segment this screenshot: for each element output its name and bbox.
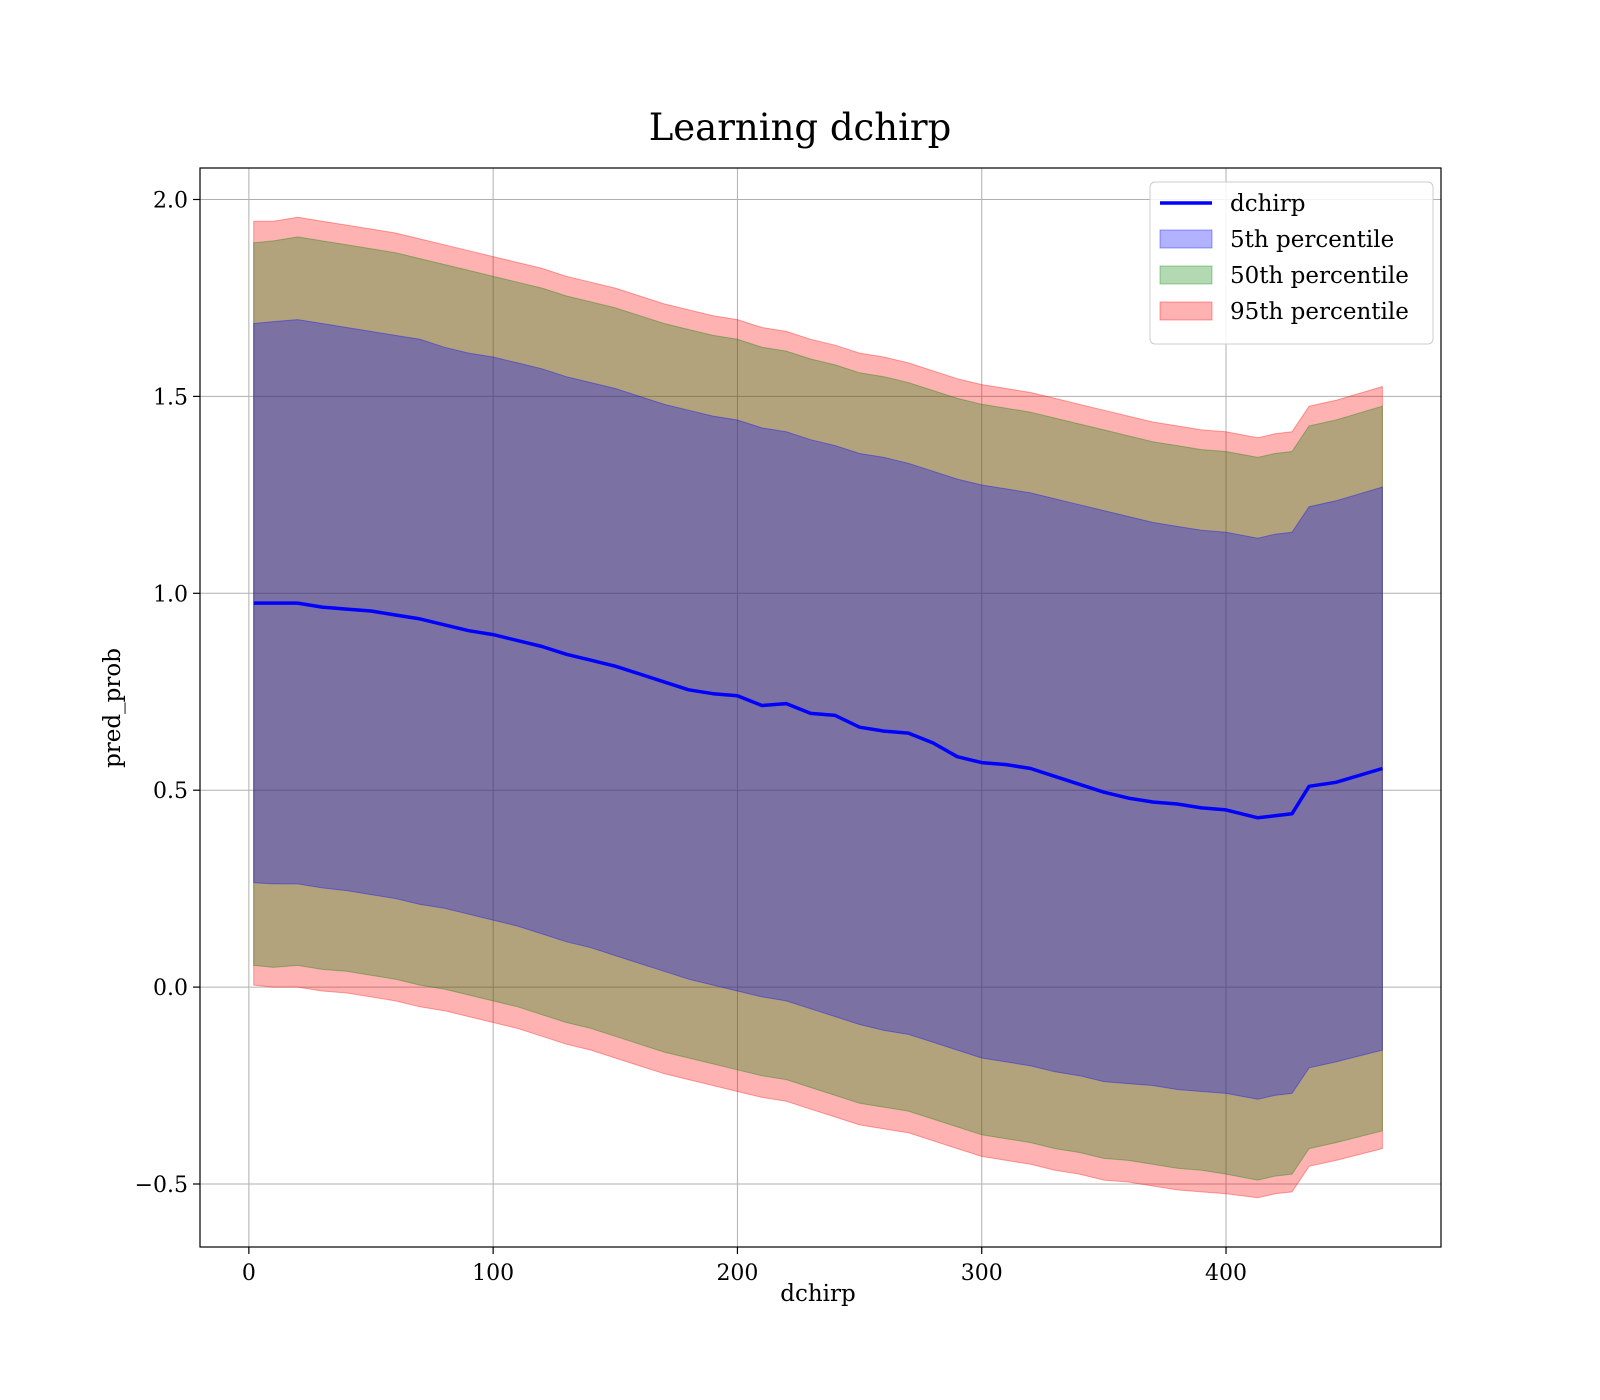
x-tick-label: 200 [716, 1261, 758, 1286]
legend: dchirp 5th percentile 50th percentile 95th … [1149, 181, 1434, 345]
ticks: 0 100 200 300 400 −0.5 0.0 0.5 1.0 1.5 2.0 [135, 189, 1247, 1286]
y-tick-label: 1.0 [153, 582, 188, 607]
legend-label: 5th percentile [1230, 227, 1394, 253]
plot-frame [199, 167, 1442, 1248]
x-tick-label: 300 [961, 1261, 1003, 1286]
y-axis-label: pred_prob [100, 648, 126, 768]
legend-swatch-band [1159, 301, 1213, 321]
legend-box [1149, 181, 1434, 345]
x-tick-label: 100 [472, 1261, 514, 1286]
y-tick-label: −0.5 [135, 1173, 188, 1198]
y-tick-label: 1.5 [153, 385, 188, 410]
band-50th-percentile [253, 236, 1383, 1181]
x-tick-label: 400 [1205, 1261, 1247, 1286]
y-tick-label: 0.5 [153, 779, 188, 804]
grid [200, 168, 1441, 1247]
legend-swatch-band [1159, 265, 1213, 285]
legend-label: 50th percentile [1230, 263, 1409, 289]
band-95th-percentile [253, 216, 1383, 1199]
x-tick-label: 0 [242, 1261, 256, 1286]
lines [253, 601, 1383, 820]
bands [253, 216, 1383, 1199]
y-tick-label: 0.0 [153, 976, 188, 1001]
band-5th-percentile [253, 319, 1383, 1100]
series-line-dchirp [253, 601, 1383, 820]
x-axis-label: dchirp [780, 1281, 856, 1307]
legend-label: 95th percentile [1230, 299, 1409, 325]
legend-swatch-band [1159, 229, 1213, 249]
chart-title: Learning dchirp [649, 106, 952, 149]
legend-label: dchirp [1230, 191, 1306, 217]
y-tick-label: 2.0 [153, 189, 188, 214]
